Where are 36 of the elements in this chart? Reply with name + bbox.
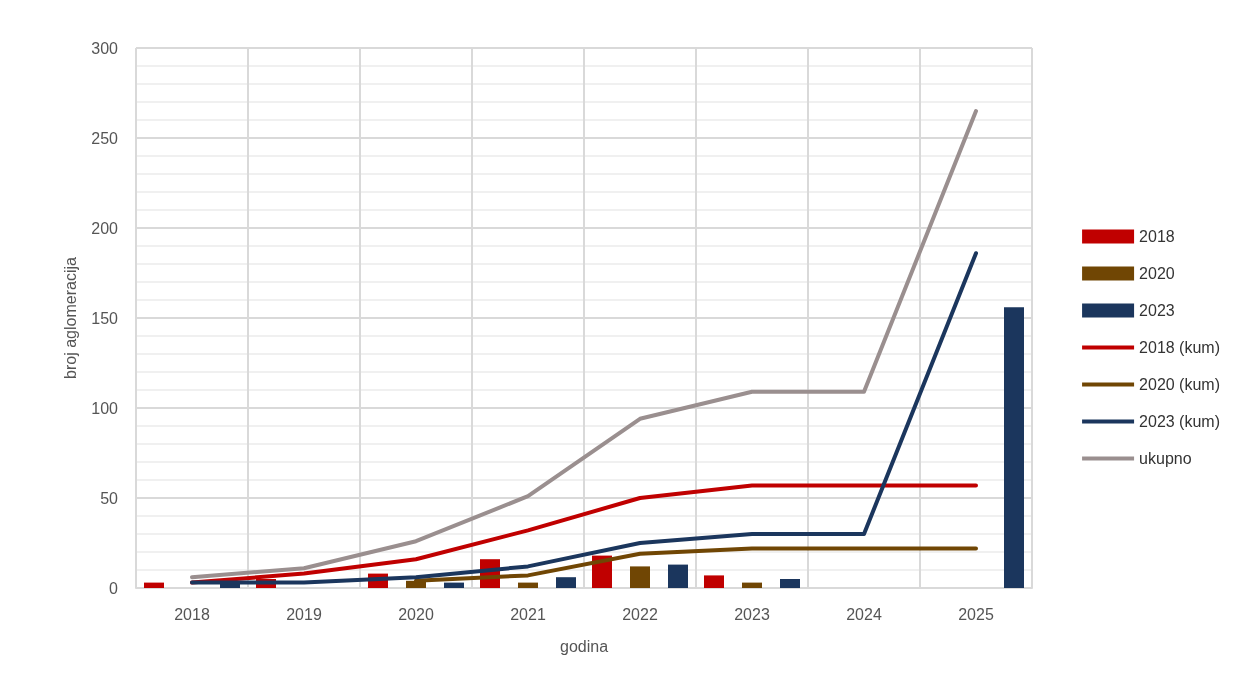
y-tick-label: 0 bbox=[109, 579, 119, 597]
x-tick-label: 2024 bbox=[846, 605, 882, 623]
x-tick-label: 2020 bbox=[398, 605, 434, 623]
x-tick-label: 2025 bbox=[958, 605, 994, 623]
legend-label: 2023 bbox=[1139, 302, 1175, 319]
legend-label: 2018 bbox=[1139, 228, 1175, 245]
x-tick-label: 2021 bbox=[510, 605, 546, 623]
bar bbox=[1004, 307, 1024, 588]
x-axis-title: godina bbox=[559, 637, 609, 655]
bar bbox=[144, 582, 164, 588]
y-tick-label: 100 bbox=[91, 399, 119, 417]
bar bbox=[518, 582, 538, 588]
legend-label: 2018 (kum) bbox=[1139, 339, 1220, 356]
legend-label: 2023 (kum) bbox=[1139, 413, 1220, 430]
y-tick-label: 50 bbox=[100, 489, 119, 507]
line-series bbox=[190, 109, 978, 580]
y-tick-label: 200 bbox=[91, 219, 119, 237]
bar bbox=[668, 564, 688, 588]
bar bbox=[704, 575, 724, 588]
bar bbox=[780, 579, 800, 588]
legend-label: 2020 bbox=[1139, 265, 1175, 282]
legend-label: ukupno bbox=[1139, 450, 1192, 467]
y-axis-title: broj aglomeracija bbox=[61, 256, 79, 379]
x-tick-label: 2022 bbox=[622, 605, 658, 623]
y-tick-label: 250 bbox=[91, 129, 119, 147]
bar bbox=[742, 582, 762, 588]
bar bbox=[556, 577, 576, 588]
bar bbox=[444, 582, 464, 588]
legend-label: 2020 (kum) bbox=[1139, 376, 1220, 393]
x-tick-label: 2023 bbox=[734, 605, 770, 623]
y-tick-label: 150 bbox=[91, 309, 119, 327]
x-tick-label: 2018 bbox=[174, 605, 210, 623]
x-tick-label: 2019 bbox=[286, 605, 322, 623]
bar bbox=[630, 566, 650, 588]
line-series bbox=[190, 251, 978, 585]
y-tick-label: 300 bbox=[91, 39, 119, 57]
